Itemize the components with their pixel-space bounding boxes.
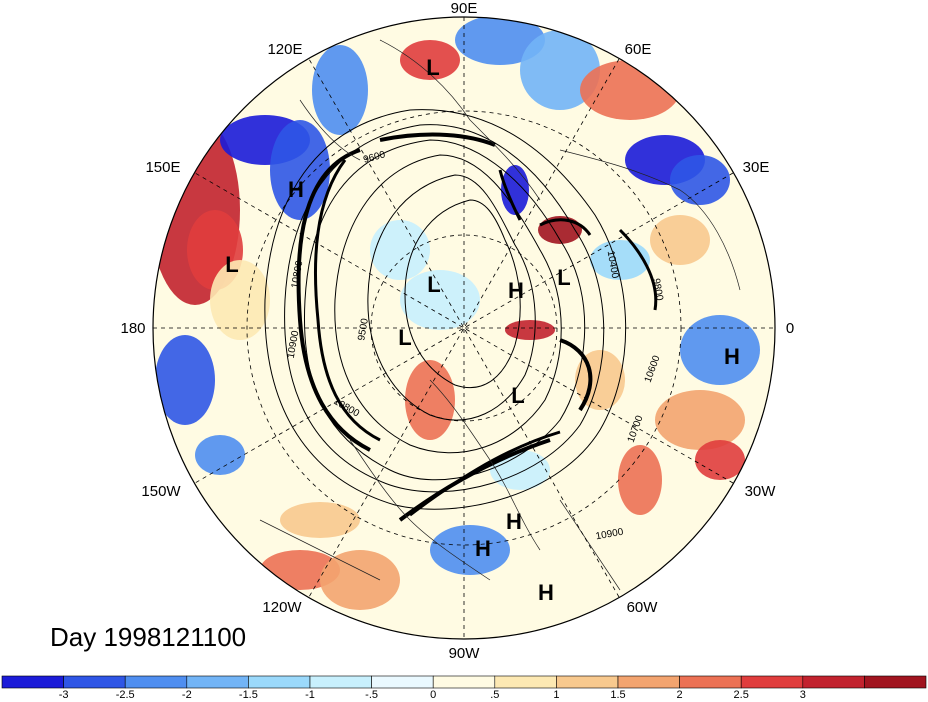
anomaly-blob: [501, 165, 529, 215]
longitude-label: 120W: [262, 599, 302, 616]
pressure-center-label: L: [557, 265, 570, 290]
colorbar-tick-label: 2.5: [734, 689, 749, 701]
graticule: [153, 17, 775, 639]
contour-label: 10900: [286, 329, 302, 359]
pressure-center-label: H: [724, 344, 740, 369]
colorbar-swatch: [124, 675, 188, 689]
contour-label: 10800: [290, 259, 306, 289]
anomaly-blob: [280, 502, 360, 538]
colorbar-swatch: [248, 675, 311, 689]
pressure-center-label: H: [506, 509, 522, 534]
colorbar-tick-label: -1: [305, 689, 315, 701]
anomaly-blob: [575, 350, 625, 410]
anomaly-blob: [400, 40, 460, 80]
anomaly-blob: [155, 335, 215, 425]
pressure-center-label: L: [427, 272, 440, 297]
colorbar-swatch: [186, 675, 249, 689]
colorbar-swatch: [679, 675, 742, 689]
anomaly-blobs: [153, 17, 760, 610]
longitude-label: 90E: [451, 0, 478, 17]
pressure-center-label: L: [426, 55, 439, 80]
pressure-center-label: H: [288, 177, 304, 202]
colorbar-tick-label: -2: [182, 689, 192, 701]
colorbar-tick-label: -1.5: [239, 689, 258, 701]
anomaly-blob: [655, 390, 745, 450]
date-label: Day 1998121100: [50, 622, 246, 652]
longitude-label: 120E: [267, 41, 302, 58]
longitude-label: 150E: [145, 159, 180, 176]
longitude-label: 60E: [625, 41, 652, 58]
colorbar-swatch: [494, 675, 557, 689]
pressure-center-label: H: [475, 536, 491, 561]
colorbar-tick-label: 1: [553, 689, 559, 701]
anomaly-blob: [320, 550, 400, 610]
colorbar-swatch: [864, 675, 927, 689]
contour-label: 9800: [650, 278, 665, 302]
colorbar-tick-label: .5: [490, 689, 499, 701]
anomaly-field: [153, 17, 775, 639]
colorbar-tick-label: 0: [430, 689, 436, 701]
longitude-label: 90W: [449, 645, 481, 662]
pressure-center-label: H: [538, 580, 554, 605]
anomaly-blob: [490, 450, 550, 490]
pressure-center-label: H: [508, 278, 524, 303]
colorbar-swatch: [309, 675, 372, 689]
colorbar-swatch: [617, 675, 680, 689]
colorbar-tick-label: -2.5: [116, 689, 135, 701]
longitude-label: 30W: [745, 483, 777, 500]
anomaly-blob: [670, 155, 730, 205]
anomaly-blob: [430, 525, 510, 575]
anomaly-blob: [680, 315, 760, 385]
anomaly-blob: [400, 270, 480, 330]
colorbar-swatch: [432, 675, 496, 689]
longitude-label: 30E: [743, 159, 770, 176]
height-contours: [264, 109, 658, 522]
longitude-label: 0: [786, 320, 794, 337]
coastlines: [259, 39, 741, 591]
pressure-center-label: L: [511, 383, 524, 408]
colorbar-swatch: [802, 675, 865, 689]
anomaly-blob: [195, 435, 245, 475]
colorbar-tick-label: 1.5: [610, 689, 625, 701]
colorbar-swatch: [556, 675, 619, 689]
colorbar-swatch: [371, 675, 434, 689]
longitude-label: 180: [120, 320, 145, 337]
anomaly-blob: [505, 320, 555, 340]
pressure-center-label: L: [225, 252, 238, 277]
anomaly-blob: [210, 260, 270, 340]
colorbar-swatch: [740, 675, 804, 689]
longitude-label: 150W: [141, 483, 181, 500]
contour-label: 10900: [595, 527, 625, 543]
contour-label: 9500: [356, 317, 371, 341]
anomaly-blob: [695, 440, 745, 480]
colorbar-tick-label: 3: [800, 689, 806, 701]
anomaly-blob: [312, 45, 368, 135]
anomaly-blob: [590, 240, 650, 280]
colorbar: -3 -2.5 -2 -1.5 -1 -.5 0 .5 1 1.5 2 2.5 3: [1, 675, 927, 701]
colorbar-swatch: [63, 675, 126, 689]
colorbar-tick-label: -.5: [365, 689, 378, 701]
anomaly-blob: [650, 215, 710, 265]
colorbar-swatch: [1, 675, 64, 689]
anomaly-blob: [455, 17, 545, 65]
anomaly-blob: [270, 120, 330, 220]
anomaly-blob: [370, 220, 430, 280]
anomaly-blob: [618, 445, 662, 515]
longitude-label: 60W: [627, 599, 659, 616]
map-border: [152, 16, 776, 640]
contour-label: 10400: [605, 250, 621, 280]
anomaly-blob: [405, 360, 455, 440]
colorbar-tick-label: 2: [677, 689, 683, 701]
colorbar-tick-label: -3: [59, 689, 69, 701]
longitude-labels: 90E 60E 30E 0 30W 60W 90W 120W 150W 180 150E 120E: [120, 0, 794, 662]
pressure-center-label: L: [398, 325, 411, 350]
